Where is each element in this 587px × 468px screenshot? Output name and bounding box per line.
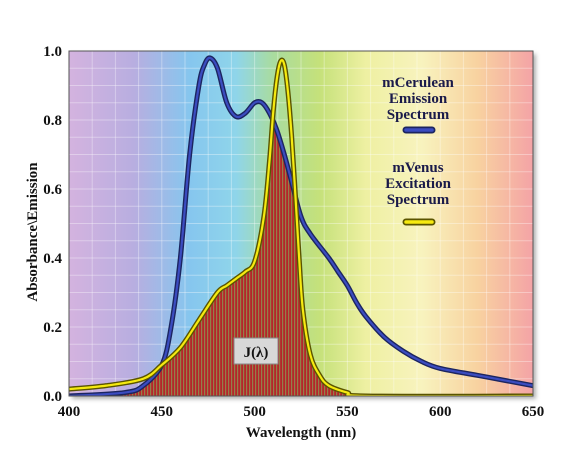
x-tick-label: 400 (58, 404, 81, 420)
gridlines (69, 51, 533, 396)
x-axis-title: Wavelength (nm) (246, 425, 356, 441)
legend-entry-mcerulean: mCerulean Emission Spectrum (382, 75, 454, 134)
y-tick-label: 1.0 (43, 44, 62, 60)
x-tick-label: 450 (151, 404, 174, 420)
legend-label-line-1: mCerulean (382, 75, 454, 91)
legend-label-line-3: Spectrum (387, 192, 450, 208)
overlap-label: J(λ) (244, 345, 269, 361)
series-line-mvenus-excitation-inner (69, 58, 533, 396)
legend-label-line-3: Spectrum (387, 107, 450, 123)
y-tick-label: 0.8 (43, 113, 62, 129)
y-tick-label: 0.4 (43, 251, 62, 267)
y-axis-ticks: 0.0 0.2 0.4 0.6 0.8 1.0 (43, 44, 62, 405)
overlap-area-j-lambda (69, 121, 533, 396)
legend-label-line-1: mVenus (392, 160, 443, 176)
x-tick-label: 550 (336, 404, 359, 420)
x-tick-label: 500 (243, 404, 266, 420)
plot-frame (68, 50, 534, 397)
legend: mCerulean Emission Spectrum mVenus Excit… (382, 75, 454, 226)
legend-label-line-2: Emission (389, 91, 448, 107)
x-tick-label: 650 (522, 404, 545, 420)
legend-entry-mvenus: mVenus Excitation Spectrum (385, 160, 452, 226)
y-tick-label: 0.2 (43, 320, 62, 336)
legend-label-line-2: Excitation (385, 176, 451, 192)
y-tick-label: 0.0 (43, 389, 62, 405)
x-tick-label: 600 (429, 404, 452, 420)
y-tick-label: 0.6 (43, 182, 62, 198)
overlap-label-box: J(λ) (233, 337, 279, 365)
x-axis-ticks: 400 450 500 550 600 650 (58, 404, 545, 420)
y-axis-title: Absorbance\Emission (25, 162, 41, 302)
